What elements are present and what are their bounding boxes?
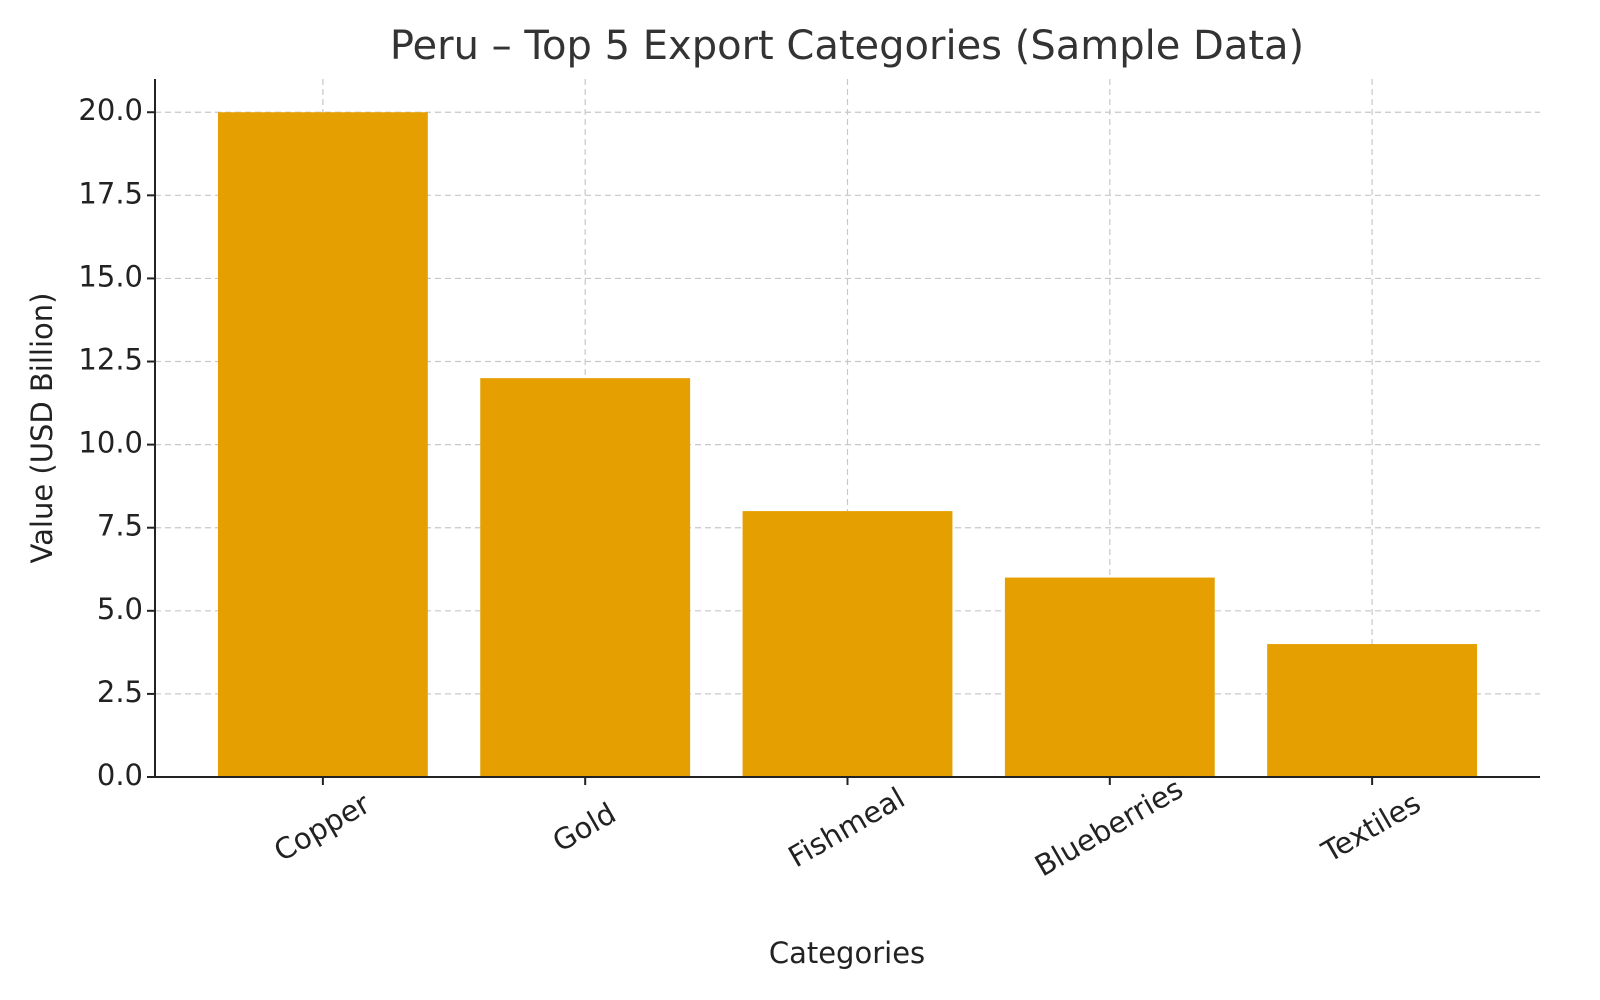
x-tick-label: Copper <box>268 786 376 868</box>
y-tick-label: 10.0 <box>78 426 143 460</box>
bar <box>480 378 691 777</box>
chart-title: Peru – Top 5 Export Categories (Sample D… <box>390 23 1304 69</box>
x-tick-label: Fishmeal <box>783 781 911 874</box>
y-tick-label: 12.5 <box>78 343 143 377</box>
x-tick-label: Blueberries <box>1029 771 1189 883</box>
y-tick-label: 20.0 <box>78 93 143 127</box>
x-tick-label: Textiles <box>1315 786 1426 870</box>
bar <box>1004 577 1215 777</box>
y-tick-label: 15.0 <box>78 259 143 293</box>
y-axis-label: Value (USD Billion) <box>25 293 59 564</box>
y-tick-label: 7.5 <box>97 509 143 543</box>
y-tick-label: 17.5 <box>78 176 143 210</box>
bar <box>1267 644 1478 777</box>
bar <box>217 112 428 777</box>
y-tick-label: 0.0 <box>97 758 143 792</box>
y-tick-label: 5.0 <box>97 592 143 626</box>
bar <box>742 511 953 777</box>
x-tick-label: Gold <box>547 796 622 859</box>
x-axis-label: Categories <box>769 936 925 970</box>
y-tick-label: 2.5 <box>97 675 143 709</box>
